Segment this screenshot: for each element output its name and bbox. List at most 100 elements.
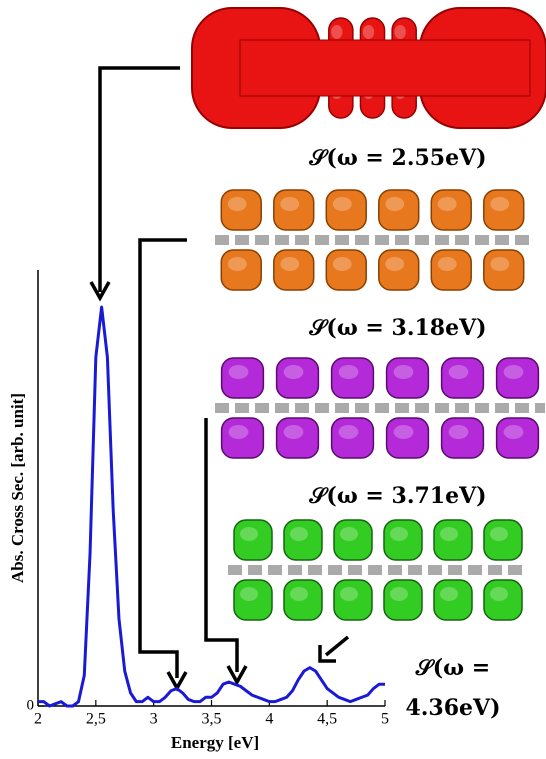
density-highlight: [437, 197, 457, 211]
density-lobe: [275, 357, 320, 399]
density-highlight: [385, 197, 405, 211]
plot: 2 2,5 3 3,5 4 4,5 5 0: [27, 270, 389, 728]
density-lobe: [440, 417, 485, 459]
density-lobe: [330, 357, 375, 399]
density-lobe: [333, 579, 373, 621]
density-lobe: [383, 579, 423, 621]
density-lobe: [220, 417, 265, 459]
connector: [324, 635, 350, 657]
density-lobe: [483, 579, 523, 621]
density-highlight: [280, 257, 300, 271]
spectrum-line: [38, 305, 385, 708]
density-highlight: [385, 257, 405, 271]
arrowhead: [318, 645, 336, 663]
density-lobe: [220, 357, 265, 399]
density-highlight: [490, 527, 508, 541]
x-tick-label: 4,5: [317, 711, 337, 728]
density-lobe: [273, 249, 315, 291]
density-highlight: [331, 25, 343, 39]
density-lobe: [220, 249, 262, 291]
x-tick-label: 3: [150, 711, 158, 728]
density-highlight: [240, 527, 258, 541]
density-lobe: [220, 189, 262, 231]
arrowhead: [226, 665, 248, 686]
density-lobe: [233, 579, 273, 621]
density-lobe: [330, 417, 375, 459]
molecule-renderings: [191, 7, 546, 621]
density-highlight: [240, 587, 258, 601]
density-lobe: [483, 189, 525, 231]
x-tick-label: 2,5: [86, 711, 106, 728]
density-highlight: [228, 425, 249, 439]
density-highlight: [490, 197, 510, 211]
density-highlight: [283, 365, 304, 379]
x-tick-label: 2: [34, 711, 42, 728]
density-lobe: [283, 519, 323, 561]
density-highlight: [437, 257, 457, 271]
density-highlight: [393, 365, 414, 379]
connector: [98, 66, 180, 292]
density-highlight: [332, 197, 352, 211]
density-lobe: [430, 189, 472, 231]
x-tick-label: 4: [265, 711, 273, 728]
density-lobe: [385, 417, 430, 459]
connector-arrows: [98, 66, 350, 678]
density-highlight: [394, 25, 406, 39]
x-tick-label: 5: [381, 711, 389, 728]
density-highlight: [338, 425, 359, 439]
density-highlight: [393, 425, 414, 439]
density-highlight: [362, 25, 375, 39]
annotation: 𝒮(ω = 3.71eV): [309, 483, 487, 509]
density-highlight: [283, 425, 304, 439]
density-core: [239, 39, 531, 97]
density-lobe: [275, 417, 320, 459]
density-highlight: [490, 257, 510, 271]
density-highlight: [280, 197, 300, 211]
density-lobe: [433, 519, 473, 561]
density-highlight: [290, 587, 308, 601]
density-lobe: [495, 417, 540, 459]
density-highlight: [440, 587, 458, 601]
density-lobe: [273, 189, 315, 231]
density-lobe: [325, 189, 367, 231]
density-highlight: [390, 527, 408, 541]
density-highlight: [390, 587, 408, 601]
connector: [138, 238, 187, 678]
density-highlight: [448, 365, 469, 379]
density-lobe: [483, 519, 523, 561]
density-highlight: [340, 587, 358, 601]
annotation: 𝒮(ω = 3.18eV): [309, 315, 487, 341]
density-lobe: [433, 579, 473, 621]
density-highlight: [503, 425, 524, 439]
y-tick-label: 0: [27, 697, 35, 713]
density-highlight: [227, 197, 247, 211]
density-lobe: [483, 249, 525, 291]
density-highlight: [448, 425, 469, 439]
density-lobe: [333, 519, 373, 561]
density-lobe: [378, 249, 420, 291]
density-highlight: [338, 365, 359, 379]
arrowhead: [89, 281, 111, 302]
density-lobe: [283, 579, 323, 621]
x-axis-label: Energy [eV]: [171, 733, 259, 752]
density-highlight: [503, 365, 524, 379]
density-lobe: [440, 357, 485, 399]
density-highlight: [228, 365, 249, 379]
density-lobe: [378, 189, 420, 231]
arrowheads: [89, 281, 336, 692]
density-lobe: [233, 519, 273, 561]
annotation: 𝒮(ω = 2.55eV): [309, 145, 487, 171]
density-highlight: [490, 587, 508, 601]
x-tick-label: 3,5: [202, 711, 222, 728]
density-lobe: [325, 249, 367, 291]
connector: [204, 418, 239, 672]
density-lobe: [495, 357, 540, 399]
annotation: 𝒮(ω = 4.36eV): [405, 655, 501, 721]
density-highlight: [227, 257, 247, 271]
density-highlight: [290, 527, 308, 541]
density-lobe: [430, 249, 472, 291]
density-lobe: [383, 519, 423, 561]
density-lobe: [385, 357, 430, 399]
